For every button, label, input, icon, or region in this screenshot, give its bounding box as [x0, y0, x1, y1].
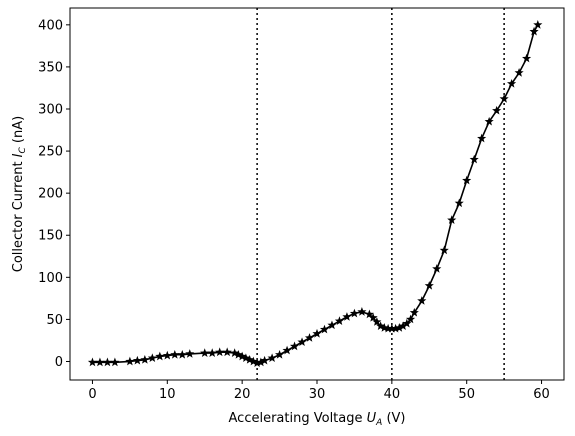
data-point [334, 316, 345, 325]
data-point [387, 323, 397, 333]
data-point [245, 355, 255, 364]
data-point [102, 357, 112, 367]
data-point [383, 323, 393, 333]
data-point [282, 345, 292, 355]
data-point [110, 357, 120, 367]
data-point [230, 348, 240, 357]
data-point [462, 175, 472, 185]
y-tick-label: 200 [38, 187, 63, 202]
data-point [514, 68, 524, 77]
data-point [132, 355, 142, 365]
data-point [398, 321, 408, 331]
data-point [447, 215, 457, 224]
data-point [256, 357, 266, 367]
data-point [252, 358, 262, 368]
data-point [87, 357, 98, 367]
data-point [372, 317, 382, 326]
data-point [207, 348, 217, 357]
y-tick-label: 100 [38, 271, 63, 286]
data-point [492, 105, 502, 115]
x-tick-label: 40 [384, 387, 401, 402]
data-point [522, 53, 532, 63]
x-axis-ticks: 0 10 20 30 40 50 60 [88, 380, 550, 402]
y-axis-ticks: 0 50 100 150 200 250 300 350 400 [38, 18, 70, 370]
data-point [376, 321, 386, 331]
y-tick-label: 400 [38, 18, 63, 33]
data-point [469, 154, 479, 164]
data-point [319, 324, 330, 334]
data-point [177, 349, 187, 359]
data-point [185, 349, 195, 358]
data-point [454, 198, 464, 208]
x-axis-label: Accelerating Voltage UA (V) [229, 411, 406, 428]
y-axis-label: Collector Current IC (nA) [11, 116, 28, 272]
y-tick-label: 300 [38, 102, 63, 117]
data-point [200, 348, 210, 357]
y-tick-label: 50 [46, 313, 63, 328]
data-point [394, 323, 404, 332]
data-point [260, 355, 270, 365]
data-point [484, 116, 494, 126]
x-tick-label: 0 [88, 387, 96, 402]
data-point [125, 356, 135, 366]
data-point [275, 349, 285, 359]
data-point [155, 351, 165, 361]
data-point [529, 26, 539, 36]
data-point [364, 309, 374, 319]
data-point [409, 307, 419, 317]
data-point [357, 307, 367, 316]
data-point [237, 351, 247, 361]
data-point [241, 353, 251, 362]
data-point [533, 20, 543, 29]
data-point [342, 312, 352, 321]
data-point [248, 356, 258, 366]
series-line [92, 24, 539, 364]
data-point [402, 318, 412, 328]
data-point [368, 312, 378, 322]
data-point [267, 353, 277, 362]
data-point [215, 347, 225, 357]
data-point [147, 353, 157, 362]
plot-frame [69, 7, 565, 381]
x-tick-label: 10 [159, 387, 176, 402]
data-point [297, 337, 307, 347]
x-tick-label: 60 [533, 387, 550, 402]
x-tick-label: 20 [234, 387, 251, 402]
data-point [391, 323, 401, 333]
data-point [140, 355, 150, 364]
series-layer [87, 20, 543, 368]
data-point [424, 280, 434, 290]
data-point [222, 347, 232, 357]
data-point [417, 296, 427, 305]
data-point [95, 357, 105, 367]
data-point [233, 349, 243, 359]
data-point [312, 328, 322, 338]
reference-lines [256, 8, 505, 380]
data-point [507, 78, 517, 88]
data-point [439, 245, 449, 255]
data-point [432, 264, 442, 273]
y-tick-label: 150 [38, 229, 63, 244]
data-point [406, 314, 416, 324]
data-point [349, 308, 359, 318]
data-point [477, 133, 487, 143]
data-point [162, 350, 172, 360]
data-point [327, 320, 337, 330]
data-point [304, 333, 315, 342]
x-tick-label: 30 [309, 387, 326, 402]
y-tick-label: 350 [38, 60, 63, 75]
data-point [289, 341, 300, 351]
x-tick-label: 50 [458, 387, 475, 402]
y-tick-label: 0 [55, 355, 63, 370]
data-point [499, 94, 509, 103]
data-point [170, 349, 180, 359]
y-tick-label: 250 [38, 145, 63, 160]
